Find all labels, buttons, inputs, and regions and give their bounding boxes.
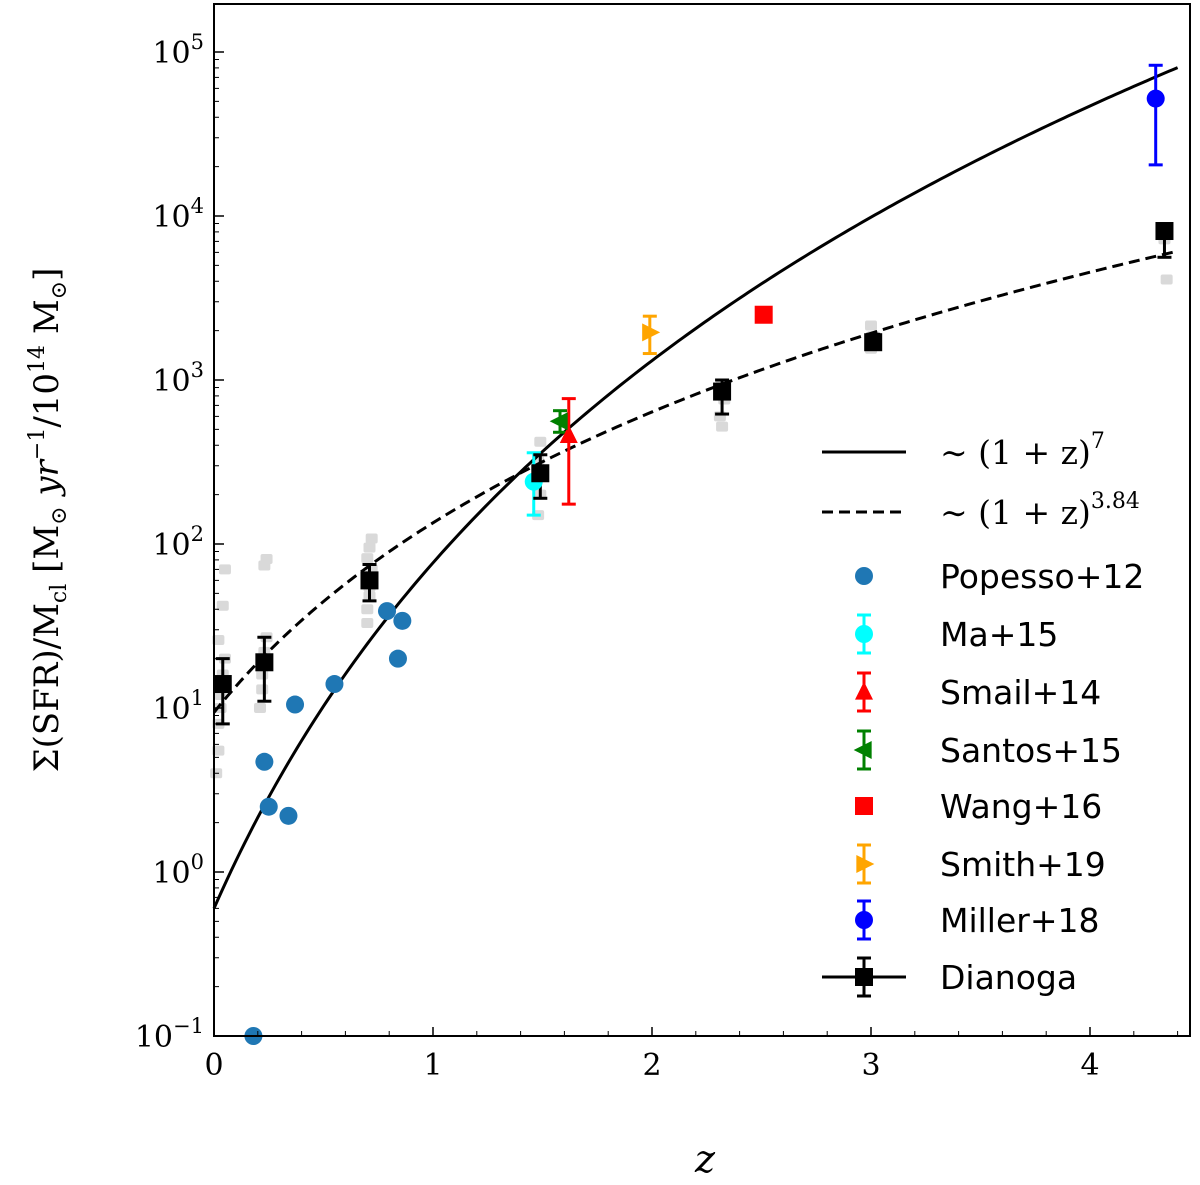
miller-18-point-0 bbox=[1146, 89, 1165, 108]
y-tick-label-3: 103 bbox=[152, 358, 204, 399]
background-point-18 bbox=[361, 604, 374, 615]
axis-ticks-layer: 0 1 2 3 4 10−1 100 101 102 103 104 105 bbox=[135, 30, 1179, 1083]
legend-ma-15-marker bbox=[855, 625, 873, 643]
legend: ∼ (1 + z)7 ∼ (1 + z)3.84 Popesso+12 Ma+15 Sm… bbox=[822, 429, 1144, 998]
x-tick-label-1: 1 bbox=[423, 1048, 442, 1083]
svg-text:Σ(SFR)/Mcl [M⊙ yr−1/1014 M⊙]: Σ(SFR)/Mcl [M⊙ yr−1/1014 M⊙] bbox=[25, 268, 72, 773]
background-point-1 bbox=[212, 745, 225, 756]
legend-ma-15-label: Ma+15 bbox=[940, 615, 1058, 654]
fit-curve-dashed bbox=[212, 249, 1178, 714]
wang-16-point-0 bbox=[754, 305, 773, 324]
background-point-30 bbox=[716, 421, 729, 432]
legend-popesso-12-marker bbox=[855, 567, 873, 585]
popesso-12-point-1 bbox=[255, 752, 274, 771]
dianoga-point-3 bbox=[531, 464, 550, 483]
dianoga-point-4 bbox=[713, 382, 732, 401]
legend-smail-14-label: Smail+14 bbox=[940, 673, 1101, 712]
dianoga-point-0 bbox=[213, 675, 232, 694]
legend-fit-label-1: ∼ (1 + z)3.84 bbox=[940, 489, 1140, 532]
popesso-12-point-5 bbox=[325, 675, 344, 694]
legend-fit-label-0: ∼ (1 + z)7 bbox=[940, 429, 1105, 472]
background-point-16 bbox=[260, 554, 273, 565]
x-tick-label-4: 4 bbox=[1080, 1048, 1099, 1083]
legend-smith-19-marker bbox=[856, 855, 875, 873]
x-tick-label-0: 0 bbox=[204, 1048, 223, 1083]
x-tick-label-3: 3 bbox=[861, 1048, 880, 1083]
background-point-7 bbox=[212, 634, 225, 645]
x-tick-label-2: 2 bbox=[642, 1048, 661, 1083]
background-point-29 bbox=[534, 436, 547, 447]
legend-smith-19-label: Smith+19 bbox=[940, 845, 1106, 884]
fit-curves-layer bbox=[212, 66, 1179, 909]
background-point-10 bbox=[253, 703, 266, 713]
smail-14-point-0 bbox=[559, 424, 578, 443]
background-point-24 bbox=[365, 533, 378, 544]
dianoga-point-5 bbox=[864, 333, 883, 352]
background-point-37 bbox=[1160, 274, 1173, 285]
legend-smail-14-marker bbox=[855, 681, 873, 700]
background-point-9 bbox=[218, 564, 231, 575]
dianoga-point-1 bbox=[255, 653, 274, 672]
legend-dianoga-marker bbox=[855, 968, 873, 986]
fit-curve-solid bbox=[212, 66, 1179, 909]
y-tick-label-1: 101 bbox=[152, 686, 204, 727]
dianoga-point-2 bbox=[360, 571, 379, 590]
background-point-22 bbox=[361, 553, 374, 564]
popesso-12-point-3 bbox=[279, 806, 298, 825]
y-tick-label--1: 10−1 bbox=[135, 1014, 204, 1055]
y-tick-label-2: 102 bbox=[152, 522, 204, 563]
y-tick-label-0: 100 bbox=[152, 850, 204, 891]
background-point-8 bbox=[216, 600, 229, 611]
plot-area-frame bbox=[213, 3, 1191, 1037]
popesso-12-point-4 bbox=[286, 695, 305, 714]
y-tick-label-4: 104 bbox=[152, 194, 204, 235]
background-point-11 bbox=[256, 684, 269, 695]
popesso-12-point-8 bbox=[393, 611, 412, 630]
legend-santos-15-marker bbox=[853, 741, 872, 759]
popesso-12-point-2 bbox=[259, 797, 278, 816]
popesso-12-point-7 bbox=[388, 649, 407, 668]
legend-wang-16-marker bbox=[855, 797, 873, 815]
santos-15-point-0 bbox=[549, 412, 568, 431]
markers-layer bbox=[213, 89, 1174, 1045]
legend-miller-18-marker bbox=[855, 911, 873, 929]
background-point-36 bbox=[865, 320, 877, 331]
x-axis-title: z bbox=[694, 1137, 716, 1181]
background-point-17 bbox=[361, 617, 374, 628]
legend-popesso-12-label: Popesso+12 bbox=[940, 557, 1144, 596]
y-tick-label-5: 105 bbox=[152, 30, 204, 71]
popesso-12-point-6 bbox=[378, 602, 397, 621]
legend-santos-15-label: Santos+15 bbox=[940, 731, 1122, 770]
y-axis-title: Σ(SFR)/Mcl [M⊙ yr−1/1014 M⊙] bbox=[25, 268, 72, 773]
dianoga-point-6 bbox=[1155, 222, 1174, 241]
legend-wang-16-label: Wang+16 bbox=[940, 787, 1102, 826]
legend-dianoga-label: Dianoga bbox=[940, 958, 1077, 997]
background-point-23 bbox=[363, 542, 376, 553]
legend-miller-18-label: Miller+18 bbox=[940, 901, 1100, 940]
smith-19-point-0 bbox=[642, 323, 661, 342]
